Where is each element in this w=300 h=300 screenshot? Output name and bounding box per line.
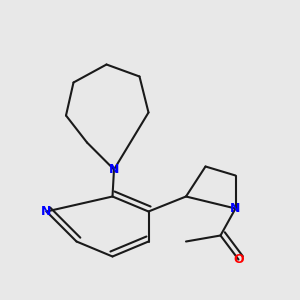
Text: O: O [233,253,244,266]
Text: N: N [41,205,52,218]
Text: N: N [109,163,119,176]
Text: N: N [230,202,241,215]
